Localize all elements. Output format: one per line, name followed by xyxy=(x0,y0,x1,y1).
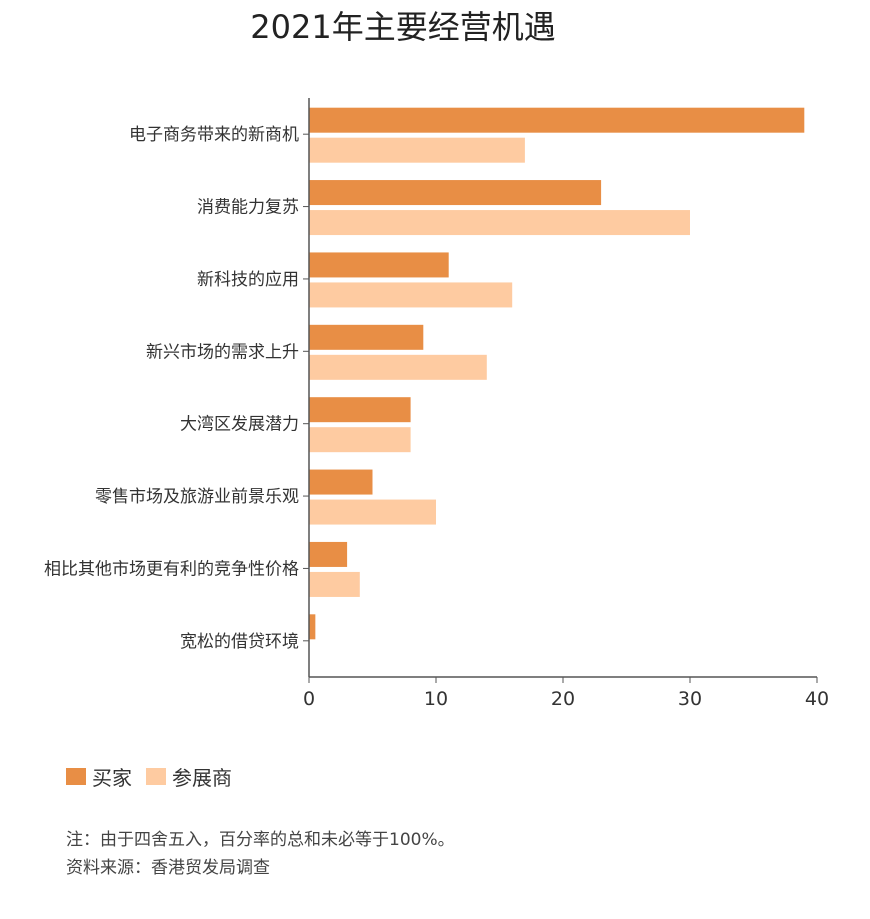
chart-legend: 买家 参展商 xyxy=(66,762,246,791)
rounding-note: 注：由于四舍五入，百分率的总和未必等于100%。 xyxy=(66,830,455,850)
bar-buyers-3 xyxy=(309,324,424,350)
category-label: 新科技的应用 xyxy=(197,270,299,290)
bar-exhibitors-6 xyxy=(309,571,360,597)
x-tick-label: 10 xyxy=(424,688,448,710)
x-tick-label: 40 xyxy=(805,688,829,710)
chart-title: 2021年主要经营机遇 xyxy=(250,8,556,46)
bar-exhibitors-1 xyxy=(309,210,690,236)
category-label: 新兴市场的需求上升 xyxy=(146,342,299,362)
legend-label-exhibitors: 参展商 xyxy=(172,766,232,790)
bar-chart: 电子商务带来的新商机消费能力复苏新科技的应用新兴市场的需求上升大湾区发展潜力零售… xyxy=(44,98,829,710)
bar-buyers-5 xyxy=(309,469,373,495)
bar-exhibitors-4 xyxy=(309,427,411,453)
bar-buyers-2 xyxy=(309,252,449,278)
bar-buyers-0 xyxy=(309,107,805,133)
category-label: 消费能力复苏 xyxy=(197,198,299,218)
category-label: 零售市场及旅游业前景乐观 xyxy=(95,487,299,507)
legend-item-exhibitors: 参展商 xyxy=(146,762,232,791)
source-note: 资料来源：香港贸发局调查 xyxy=(66,858,270,878)
category-label: 宽松的借贷环境 xyxy=(180,632,299,652)
bar-exhibitors-5 xyxy=(309,499,436,525)
legend-label-buyers: 买家 xyxy=(92,766,132,790)
category-label: 大湾区发展潜力 xyxy=(180,415,299,435)
x-tick-label: 0 xyxy=(303,688,315,710)
bar-buyers-1 xyxy=(309,180,602,206)
bar-buyers-4 xyxy=(309,397,411,423)
category-label: 电子商务带来的新商机 xyxy=(129,125,299,145)
x-tick-label: 20 xyxy=(551,688,575,710)
legend-swatch-exhibitors xyxy=(146,768,166,785)
legend-item-buyers: 买家 xyxy=(66,762,132,791)
bar-buyers-6 xyxy=(309,541,348,567)
bar-buyers-7 xyxy=(309,614,316,640)
bar-exhibitors-0 xyxy=(309,137,525,163)
x-tick-label: 30 xyxy=(678,688,702,710)
chart-notes: 注：由于四舍五入，百分率的总和未必等于100%。 资料来源：香港贸发局调查 xyxy=(66,826,455,882)
category-label: 相比其他市场更有利的竞争性价格 xyxy=(44,559,299,579)
bar-exhibitors-2 xyxy=(309,282,513,308)
bar-exhibitors-3 xyxy=(309,354,487,380)
legend-swatch-buyers xyxy=(66,768,86,785)
